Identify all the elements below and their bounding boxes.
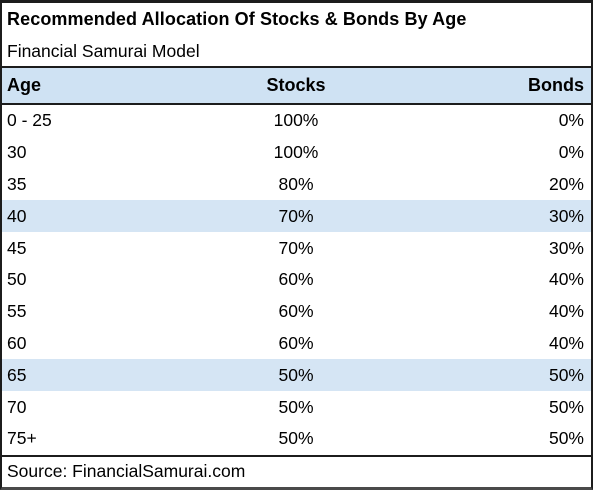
allocation-table: Recommended Allocation Of Stocks & Bonds…: [0, 0, 593, 490]
cell-bonds: 40%: [548, 332, 584, 353]
cell-age: 65: [7, 364, 27, 385]
column-header-age: Age: [7, 75, 42, 95]
cell-age: 60: [7, 332, 27, 353]
table-row: 65 50% 50%: [2, 359, 591, 392]
cell-bonds: 20%: [548, 173, 584, 194]
cell-bonds: 50%: [548, 428, 584, 449]
cell-age: 75+: [7, 428, 37, 449]
cell-stocks: 50%: [278, 396, 314, 417]
table-title: Recommended Allocation Of Stocks & Bonds…: [7, 9, 467, 29]
table-row: 55 60% 40%: [2, 296, 591, 328]
cell-stocks: 50%: [278, 428, 314, 449]
table-row: 35 80% 20%: [2, 169, 591, 201]
table-subtitle: Financial Samurai Model: [7, 40, 200, 61]
cell-age: 40: [7, 205, 27, 226]
table-row: 50 60% 40%: [2, 264, 591, 296]
cell-stocks: 70%: [278, 237, 314, 258]
cell-age: 45: [7, 237, 27, 258]
table-body: 0 - 25 100% 0% 30 100% 0% 35 80% 20% 40 70% 30% 45 70…: [2, 105, 591, 455]
cell-bonds: 0%: [558, 110, 584, 131]
cell-stocks: 80%: [278, 173, 314, 194]
table-row: 45 70% 30%: [2, 232, 591, 264]
cell-stocks: 100%: [273, 110, 319, 131]
cell-age: 55: [7, 301, 27, 322]
cell-bonds: 30%: [548, 205, 584, 226]
cell-bonds: 50%: [548, 364, 584, 385]
table-header-row: Age Stocks Bonds: [2, 66, 591, 105]
cell-bonds: 50%: [548, 396, 584, 417]
cell-bonds: 0%: [558, 142, 584, 163]
table-row: 40 70% 30%: [2, 200, 591, 233]
cell-stocks: 50%: [278, 364, 314, 385]
column-header-bonds: Bonds: [528, 75, 584, 95]
cell-stocks: 60%: [278, 332, 314, 353]
cell-bonds: 40%: [548, 269, 584, 290]
cell-age: 50: [7, 269, 27, 290]
table-row: 60 60% 40%: [2, 328, 591, 360]
source-text: Source: FinancialSamurai.com: [7, 460, 246, 481]
cell-bonds: 40%: [548, 301, 584, 322]
cell-age: 0 - 25: [7, 110, 52, 131]
cell-age: 35: [7, 173, 27, 194]
table-row: 70 50% 50%: [2, 391, 591, 423]
table-row: 0 - 25 100% 0%: [2, 105, 591, 137]
cell-stocks: 100%: [273, 142, 319, 163]
cell-age: 30: [7, 142, 27, 163]
cell-stocks: 60%: [278, 301, 314, 322]
table-row: 75+ 50% 50%: [2, 423, 591, 455]
source-row: Source: FinancialSamurai.com: [2, 454, 591, 486]
column-header-stocks: Stocks: [266, 75, 326, 95]
cell-stocks: 70%: [278, 205, 314, 226]
cell-bonds: 30%: [548, 237, 584, 258]
table-row: 30 100% 0%: [2, 137, 591, 169]
cell-age: 70: [7, 396, 27, 417]
cell-stocks: 60%: [278, 269, 314, 290]
